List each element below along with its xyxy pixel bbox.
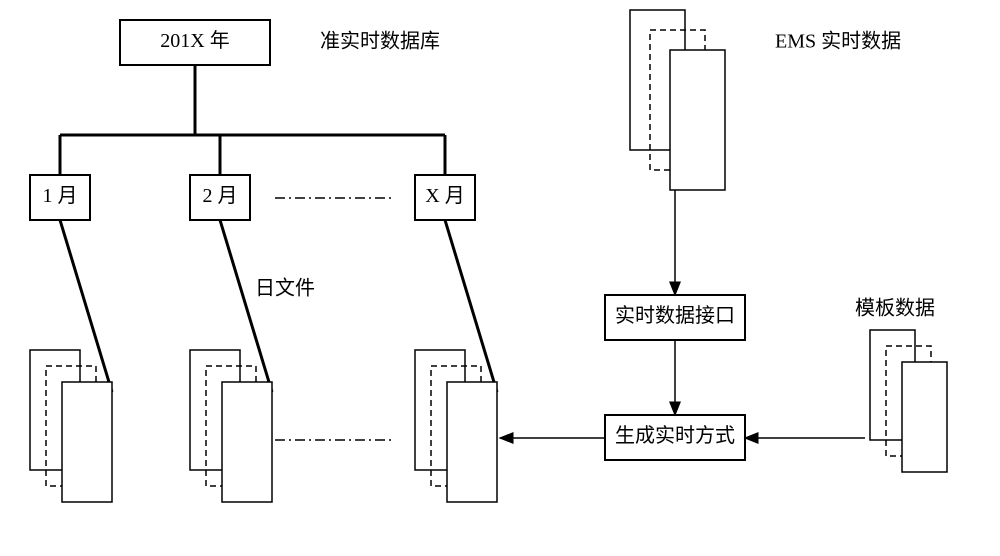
dayfile-label: 日文件	[255, 277, 315, 300]
ems-label: EMS 实时数据	[775, 30, 901, 53]
month2-files	[190, 220, 272, 502]
monthx-files	[415, 220, 497, 502]
ems-data-stack	[630, 10, 725, 190]
month-label-0: 1 月	[43, 185, 78, 207]
year-label: 201X 年	[160, 29, 229, 52]
generate-label: 生成实时方式	[615, 424, 735, 447]
template-label: 模板数据	[855, 297, 935, 320]
db-label: 准实时数据库	[320, 30, 440, 53]
month1-files	[30, 220, 112, 502]
month-label-2: X 月	[425, 185, 464, 207]
month-label-1: 2 月	[203, 185, 238, 207]
template-data-stack	[870, 330, 947, 472]
interface-label: 实时数据接口	[615, 304, 735, 327]
